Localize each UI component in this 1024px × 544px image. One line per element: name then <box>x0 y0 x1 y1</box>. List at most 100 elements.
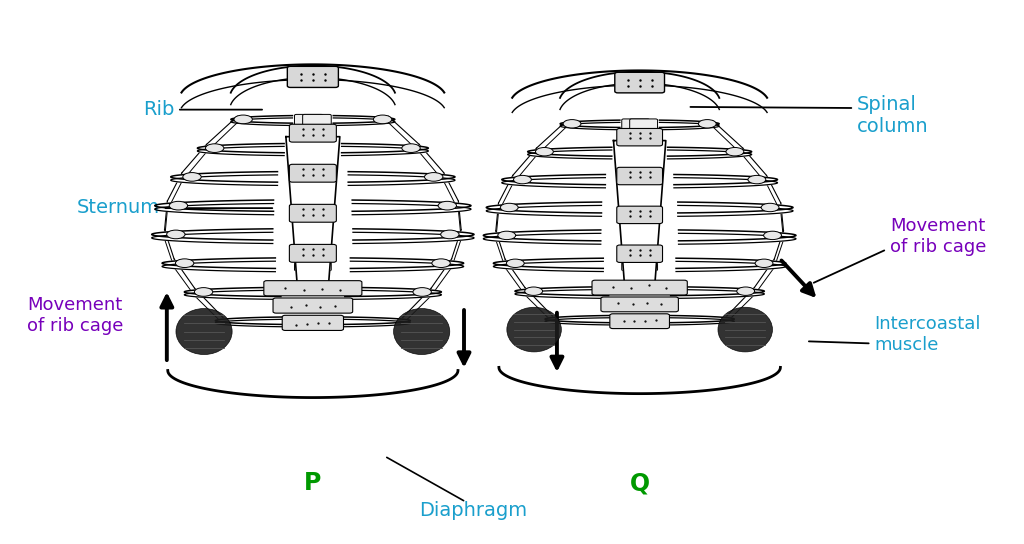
Ellipse shape <box>506 259 524 268</box>
FancyBboxPatch shape <box>616 206 663 224</box>
Ellipse shape <box>524 287 543 295</box>
Polygon shape <box>668 147 752 159</box>
Ellipse shape <box>233 115 252 123</box>
Ellipse shape <box>501 203 518 212</box>
FancyBboxPatch shape <box>283 316 343 330</box>
FancyBboxPatch shape <box>303 257 331 271</box>
Polygon shape <box>184 287 281 299</box>
Polygon shape <box>459 201 461 239</box>
Ellipse shape <box>698 120 716 128</box>
FancyBboxPatch shape <box>630 146 657 158</box>
FancyBboxPatch shape <box>630 173 657 187</box>
FancyBboxPatch shape <box>295 227 324 243</box>
Polygon shape <box>502 175 605 188</box>
Polygon shape <box>207 116 238 152</box>
FancyBboxPatch shape <box>303 199 331 214</box>
Polygon shape <box>388 116 419 152</box>
Polygon shape <box>348 172 455 186</box>
Polygon shape <box>486 202 601 217</box>
Ellipse shape <box>432 259 451 268</box>
FancyBboxPatch shape <box>614 72 665 93</box>
FancyBboxPatch shape <box>295 143 324 155</box>
FancyBboxPatch shape <box>622 119 649 129</box>
FancyBboxPatch shape <box>616 245 663 262</box>
Polygon shape <box>155 200 273 215</box>
Polygon shape <box>198 144 284 156</box>
FancyBboxPatch shape <box>303 227 331 243</box>
Polygon shape <box>402 288 431 324</box>
Polygon shape <box>167 172 182 211</box>
Ellipse shape <box>195 288 213 296</box>
Ellipse shape <box>764 231 781 239</box>
FancyBboxPatch shape <box>630 201 657 215</box>
Ellipse shape <box>748 175 766 184</box>
Text: Spinal
column: Spinal column <box>857 95 929 135</box>
Polygon shape <box>165 201 167 239</box>
Text: Q: Q <box>630 471 649 495</box>
FancyBboxPatch shape <box>288 66 338 88</box>
Polygon shape <box>230 116 293 126</box>
Polygon shape <box>774 231 783 268</box>
FancyBboxPatch shape <box>295 257 324 271</box>
Polygon shape <box>431 259 452 296</box>
Polygon shape <box>679 230 796 244</box>
FancyBboxPatch shape <box>303 170 331 184</box>
Polygon shape <box>152 229 272 244</box>
Polygon shape <box>215 317 289 327</box>
Polygon shape <box>483 230 601 244</box>
Polygon shape <box>165 230 174 268</box>
Ellipse shape <box>536 147 553 156</box>
Ellipse shape <box>401 144 420 152</box>
FancyBboxPatch shape <box>295 199 324 214</box>
Polygon shape <box>674 175 777 188</box>
Polygon shape <box>727 288 755 322</box>
Polygon shape <box>352 200 471 215</box>
Ellipse shape <box>513 175 531 184</box>
FancyBboxPatch shape <box>303 114 331 125</box>
FancyBboxPatch shape <box>290 205 336 222</box>
Polygon shape <box>452 230 461 268</box>
FancyBboxPatch shape <box>295 114 324 125</box>
Text: Movement
of rib cage: Movement of rib cage <box>27 296 123 335</box>
Ellipse shape <box>761 203 779 212</box>
Ellipse shape <box>374 115 392 123</box>
FancyBboxPatch shape <box>622 146 649 158</box>
Ellipse shape <box>440 230 459 239</box>
Ellipse shape <box>563 120 581 128</box>
Polygon shape <box>443 172 459 211</box>
Polygon shape <box>353 229 474 244</box>
FancyBboxPatch shape <box>303 143 331 155</box>
Ellipse shape <box>438 201 457 210</box>
Text: P: P <box>304 471 322 495</box>
Text: Sternum: Sternum <box>77 197 160 217</box>
Polygon shape <box>496 231 505 268</box>
Ellipse shape <box>413 288 431 296</box>
Polygon shape <box>659 120 719 129</box>
Polygon shape <box>499 175 513 212</box>
FancyBboxPatch shape <box>295 170 324 184</box>
Polygon shape <box>515 287 608 299</box>
Polygon shape <box>537 121 566 156</box>
FancyBboxPatch shape <box>630 228 657 243</box>
Ellipse shape <box>736 287 755 295</box>
FancyBboxPatch shape <box>630 257 657 271</box>
FancyBboxPatch shape <box>264 281 361 296</box>
Polygon shape <box>742 148 767 184</box>
Polygon shape <box>780 203 783 240</box>
Polygon shape <box>664 316 734 325</box>
Polygon shape <box>527 147 611 159</box>
Polygon shape <box>496 203 499 240</box>
Polygon shape <box>713 121 742 156</box>
Polygon shape <box>333 116 395 126</box>
Polygon shape <box>505 259 525 295</box>
Ellipse shape <box>755 259 773 268</box>
FancyBboxPatch shape <box>622 201 649 215</box>
Ellipse shape <box>183 172 201 181</box>
Ellipse shape <box>425 172 443 181</box>
FancyBboxPatch shape <box>290 244 336 262</box>
Polygon shape <box>171 172 278 186</box>
FancyBboxPatch shape <box>622 257 649 271</box>
Ellipse shape <box>507 307 561 352</box>
FancyBboxPatch shape <box>622 228 649 243</box>
Ellipse shape <box>393 308 450 355</box>
